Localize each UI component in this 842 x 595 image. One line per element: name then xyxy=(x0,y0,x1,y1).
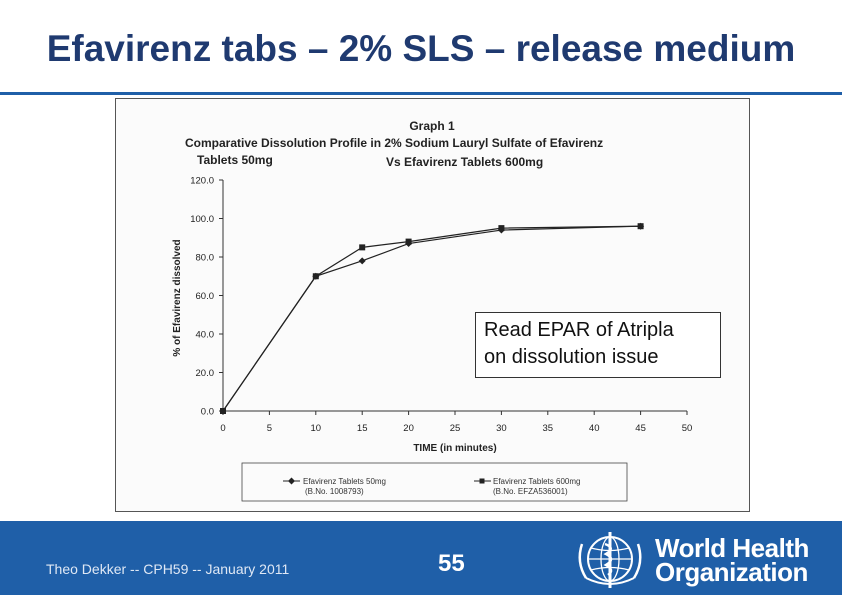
y-tick-label: 20.0 xyxy=(196,368,215,379)
x-axis-label: TIME (in minutes) xyxy=(413,443,496,454)
data-point-50mg xyxy=(358,257,366,265)
footer-presenter-text: Theo Dekker -- CPH59 -- January 2011 xyxy=(46,561,290,577)
x-tick-label: 30 xyxy=(496,423,507,434)
legend-batch-600mg: (B.No. EFZA536001) xyxy=(493,487,568,496)
x-tick-label: 40 xyxy=(589,423,600,434)
series-markers xyxy=(219,222,645,415)
x-tick-label: 15 xyxy=(357,423,368,434)
legend-marker-600mg xyxy=(479,478,485,484)
data-point-600mg xyxy=(312,273,319,280)
x-tick-label: 50 xyxy=(682,423,693,434)
y-tick-label: 80.0 xyxy=(196,253,215,264)
legend-label-600mg: Efavirenz Tablets 600mg xyxy=(493,477,580,486)
data-point-600mg xyxy=(220,408,226,414)
y-tick-label: 120.0 xyxy=(190,176,214,187)
y-tick-group: 0.0 20.0 40.0 60.0 80.0 100.0 120.0 xyxy=(190,176,223,418)
legend-label-50mg: Efavirenz Tablets 50mg xyxy=(303,477,386,486)
y-tick-label: 40.0 xyxy=(196,330,215,341)
data-point-600mg xyxy=(498,225,505,232)
y-tick-label: 0.0 xyxy=(201,407,214,418)
graph-label: Graph 1 xyxy=(409,119,455,133)
callout-line-1: Read EPAR of Atripla xyxy=(484,319,674,341)
page-number: 55 xyxy=(438,550,465,577)
who-logo-line2: Organization xyxy=(655,557,808,587)
slide-title: Efavirenz tabs – 2% SLS – release medium xyxy=(46,28,796,69)
chart-title-line2b: Vs Efavirenz Tablets 600mg xyxy=(386,155,543,169)
x-tick-label: 10 xyxy=(311,423,322,434)
y-tick-label: 60.0 xyxy=(196,291,215,302)
scanned-graph-frame xyxy=(115,98,750,512)
callout-line-2: on dissolution issue xyxy=(484,346,659,368)
x-tick-label: 35 xyxy=(543,423,554,434)
legend-box xyxy=(241,462,628,502)
legend-marker-50mg xyxy=(288,477,295,485)
title-divider xyxy=(0,92,842,95)
footer-bar xyxy=(0,521,842,595)
x-tick-label: 0 xyxy=(220,423,225,434)
chart-title-line2a: Tablets 50mg xyxy=(197,153,273,167)
x-tick-label: 20 xyxy=(403,423,414,434)
series-lines xyxy=(222,225,641,412)
who-emblem-icon xyxy=(578,532,642,588)
data-point-600mg xyxy=(405,238,412,245)
x-tick-group: 0 5 10 15 20 25 30 35 40 45 50 xyxy=(220,411,692,434)
x-tick-label: 25 xyxy=(450,423,461,434)
data-point-600mg xyxy=(637,223,644,230)
epar-callout-box: Read EPAR of Atripla on dissolution issu… xyxy=(475,312,721,378)
series-line-600mg xyxy=(222,225,641,412)
x-tick-label: 5 xyxy=(267,423,272,434)
legend-batch-50mg: (B.No. 1008793) xyxy=(305,487,364,496)
chart-title-line1: Comparative Dissolution Profile in 2% So… xyxy=(185,136,603,150)
y-tick-label: 100.0 xyxy=(190,214,214,225)
data-point-600mg xyxy=(359,244,366,251)
x-tick-label: 45 xyxy=(635,423,646,434)
y-axis-label: % of Efavirenz dissolved xyxy=(172,239,183,356)
who-logo-line1: World Health xyxy=(655,533,809,563)
